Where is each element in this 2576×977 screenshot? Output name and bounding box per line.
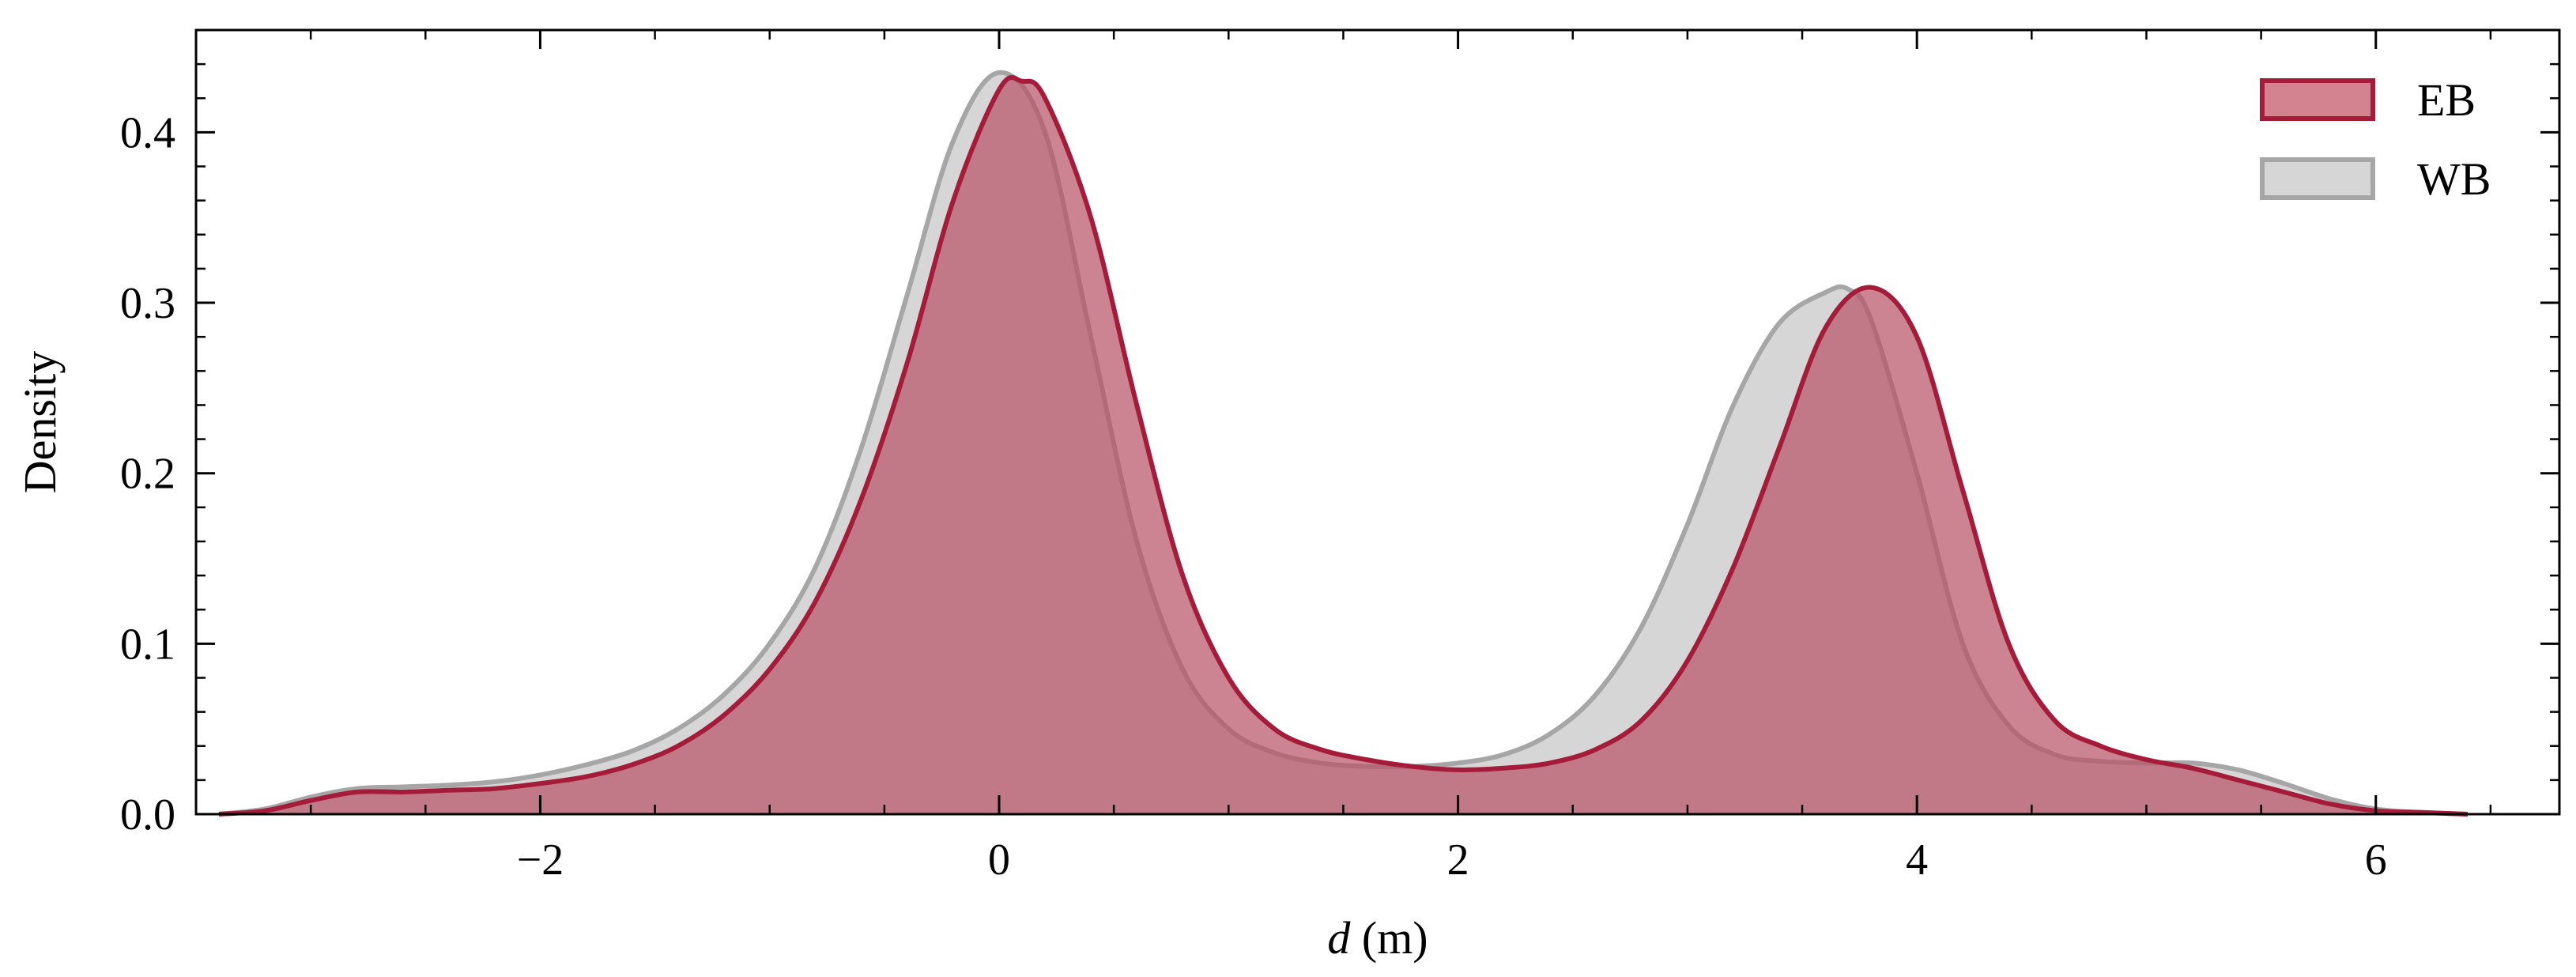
x-axis-label-variable: d (1327, 912, 1351, 964)
ticks-layer: −2 0 2 4 6 0.0 0.1 0.2 0.3 0.4 (120, 30, 2559, 885)
legend-label-eb: EB (2417, 74, 2476, 126)
x-tick-label: 0 (988, 836, 1010, 885)
area-wb (219, 72, 2468, 814)
x-tick-label: 6 (2365, 836, 2387, 885)
line-wb (218, 70, 2469, 817)
x-tick-label: −2 (517, 836, 564, 885)
x-tick-label: 2 (1447, 836, 1469, 885)
plot-frame (194, 28, 2561, 816)
y-tick-label: 0.4 (120, 108, 175, 157)
legend-swatch-wb (2260, 157, 2375, 200)
legend-label-wb: WB (2417, 153, 2491, 205)
y-tick-label: 0.3 (120, 279, 175, 328)
y-tick-label: 0.1 (120, 620, 175, 669)
y-axis-label: Density (14, 351, 66, 493)
series-layer (218, 70, 2469, 817)
line-eb (218, 75, 2469, 817)
series-eb (218, 75, 2469, 817)
x-tick-label: 4 (1906, 836, 1928, 885)
series-wb (218, 70, 2469, 817)
x-axis-label: d (m) (1327, 912, 1428, 964)
legend-swatch-eb (2260, 78, 2375, 121)
y-tick-label: 0.0 (120, 790, 175, 839)
y-tick-label: 0.2 (120, 450, 175, 499)
x-axis-label-unit: (m) (1350, 912, 1428, 964)
area-eb (219, 77, 2468, 814)
legend: EB WB (2260, 74, 2491, 205)
